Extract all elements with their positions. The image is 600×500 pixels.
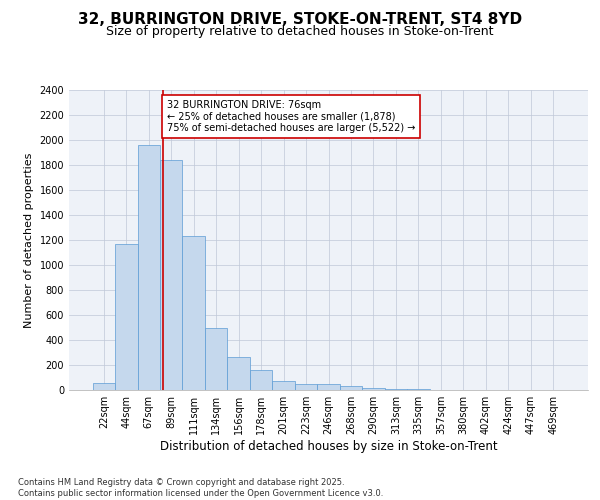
Bar (317, 384, 340, 390)
Bar (227, 357, 250, 390)
Bar (92, 382, 115, 390)
Bar (250, 370, 272, 390)
Bar (115, 244, 137, 390)
Bar (295, 384, 317, 390)
Bar (160, 160, 182, 390)
Text: Size of property relative to detached houses in Stoke-on-Trent: Size of property relative to detached ho… (106, 25, 494, 38)
X-axis label: Distribution of detached houses by size in Stoke-on-Trent: Distribution of detached houses by size … (160, 440, 497, 453)
Bar (182, 236, 205, 390)
Text: 32 BURRINGTON DRIVE: 76sqm
← 25% of detached houses are smaller (1,878)
75% of s: 32 BURRINGTON DRIVE: 76sqm ← 25% of deta… (167, 100, 415, 133)
Bar (272, 381, 295, 390)
Bar (362, 388, 385, 390)
Y-axis label: Number of detached properties: Number of detached properties (24, 152, 34, 328)
Bar (385, 389, 407, 390)
Bar (137, 145, 160, 390)
Text: Contains HM Land Registry data © Crown copyright and database right 2025.
Contai: Contains HM Land Registry data © Crown c… (18, 478, 383, 498)
Bar (205, 328, 227, 390)
Bar (340, 386, 362, 390)
Text: 32, BURRINGTON DRIVE, STOKE-ON-TRENT, ST4 8YD: 32, BURRINGTON DRIVE, STOKE-ON-TRENT, ST… (78, 12, 522, 28)
